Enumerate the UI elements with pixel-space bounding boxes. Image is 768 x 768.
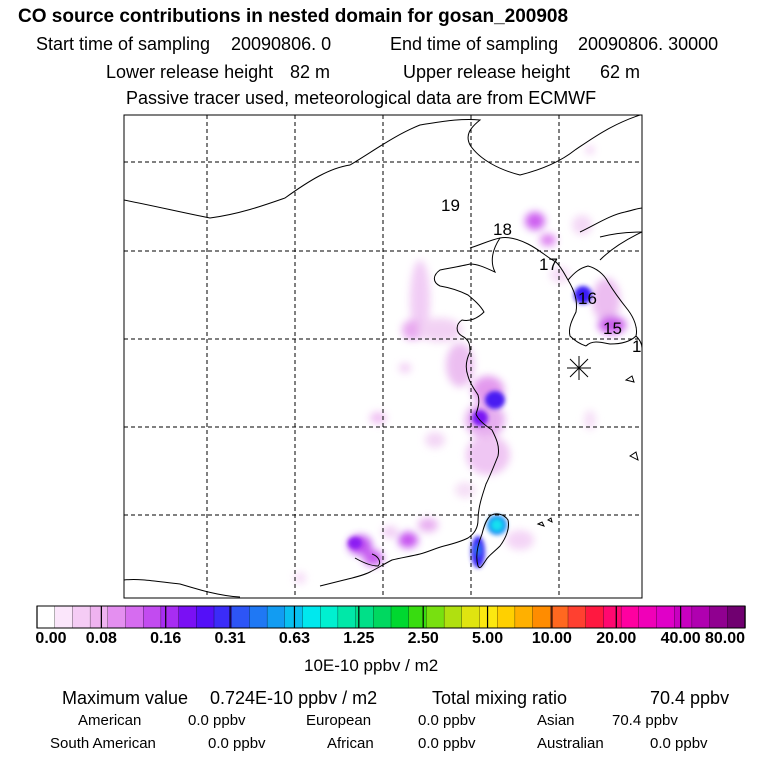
tracer-note: Passive tracer used, meteorological data… [126, 88, 597, 108]
colorbar-tick-label: 0.63 [278, 630, 311, 647]
colorbar-tick-label: 0.00 [35, 630, 67, 647]
grid-lines [124, 115, 642, 598]
upper-height-value: 62 m [600, 62, 641, 82]
region-name: Australian [537, 735, 604, 752]
colorbar-cell [178, 605, 197, 629]
colorbar-cell [567, 605, 587, 629]
colorbar-tick-label: 2.50 [407, 630, 439, 647]
colorbar-cell [479, 605, 498, 629]
total-mixing-label: Total mixing ratio [432, 688, 568, 708]
colorbar-cell [125, 605, 144, 629]
asterisk-icon [567, 356, 591, 380]
trajectory-label: 18 [493, 220, 512, 239]
colorbar-cell [638, 605, 658, 629]
region-name: European [306, 712, 372, 729]
colorbar-cell [514, 605, 534, 629]
colorbar-cell [674, 605, 693, 629]
region-value: 0.0 ppbv [208, 735, 266, 752]
hotspots [348, 286, 592, 568]
colorbar-cell [443, 605, 463, 629]
colorbar-cell [36, 605, 56, 629]
concentration-field [294, 146, 626, 584]
region-value: 0.0 ppbv [418, 712, 476, 729]
upper-height-label: Upper release height [403, 62, 571, 82]
colorbar-cell [143, 605, 162, 629]
max-value-label: Maximum value [62, 688, 189, 708]
colorbar-cell [390, 605, 410, 629]
trajectory-label: 17 [539, 255, 558, 274]
colorbar-tick-label: 1.25 [343, 630, 375, 647]
colorbar-tick-label: 10.00 [531, 630, 572, 647]
colorbar-cell [603, 605, 622, 629]
colorbar-cell [231, 605, 251, 629]
region-value: 70.4 ppbv [612, 712, 678, 729]
colorbar-cell [709, 605, 728, 629]
region-value: 0.0 ppbv [650, 735, 708, 752]
colorbar-cell [656, 605, 675, 629]
region-value: 0.0 ppbv [188, 712, 246, 729]
colorbar-tick-label: 5.00 [471, 630, 504, 647]
plot-title: CO source contributions in nested domain… [18, 6, 569, 27]
colorbar-cell [72, 605, 91, 629]
region-value: 0.0 ppbv [418, 735, 476, 752]
colorbar-cell [532, 605, 551, 629]
colorbar-cell [373, 605, 392, 629]
region-name: African [327, 735, 374, 752]
colorbar-tick-label: 0.16 [150, 630, 182, 647]
trajectory-label: 15 [603, 319, 622, 338]
colorbar-unit: 10E-10 ppbv / m2 [304, 656, 439, 675]
start-time-label: Start time of sampling [36, 34, 211, 54]
total-mixing-value: 70.4 ppbv [650, 688, 730, 708]
lower-height-label: Lower release height [106, 62, 274, 82]
colorbar-cell [302, 605, 321, 629]
colorbar-cell [727, 605, 746, 629]
colorbar-cell [249, 605, 268, 629]
colorbar-cell [337, 605, 357, 629]
colorbar-cell [54, 605, 74, 629]
end-time-label: End time of sampling [390, 34, 559, 54]
max-value: 0.724E-10 ppbv / m2 [210, 688, 378, 708]
colorbar-tick-label: 80.00 [704, 630, 746, 647]
trajectory-label: 1 [632, 337, 641, 356]
colorbar-cell [196, 605, 215, 629]
colorbar-tick-label: 20.00 [596, 630, 637, 647]
colorbar-tick-label: 40.00 [660, 630, 701, 647]
end-time-value: 20090806. 30000 [578, 34, 719, 54]
colorbar-cell [426, 605, 445, 629]
region-name: American [78, 712, 142, 729]
region-name: Asian [537, 712, 575, 729]
colorbar-cell [550, 605, 569, 629]
colorbar-cell [461, 605, 481, 629]
trajectory-label: 16 [578, 289, 597, 308]
start-time-value: 20090806. 0 [231, 34, 332, 54]
map-frame [123, 114, 643, 599]
region-name: South American [50, 735, 156, 752]
colorbar-cell [107, 605, 127, 629]
coastlines [124, 115, 642, 598]
colorbar-cell [585, 605, 605, 629]
colorbar-cell [266, 605, 286, 629]
colorbar-tick-label: 0.31 [214, 630, 246, 647]
colorbar-cell [691, 605, 711, 629]
colorbar-cell [620, 605, 640, 629]
colorbar-cell [320, 605, 339, 629]
colorbar-cell [497, 605, 516, 629]
colorbar-cell [160, 605, 180, 629]
colorbar-cell [408, 605, 428, 629]
colorbar-cell [89, 605, 109, 629]
trajectory-label: 19 [441, 196, 460, 215]
colorbar-cell [213, 605, 233, 629]
lower-height-value: 82 m [290, 62, 331, 82]
colorbar-tick-label: 0.08 [85, 630, 117, 647]
